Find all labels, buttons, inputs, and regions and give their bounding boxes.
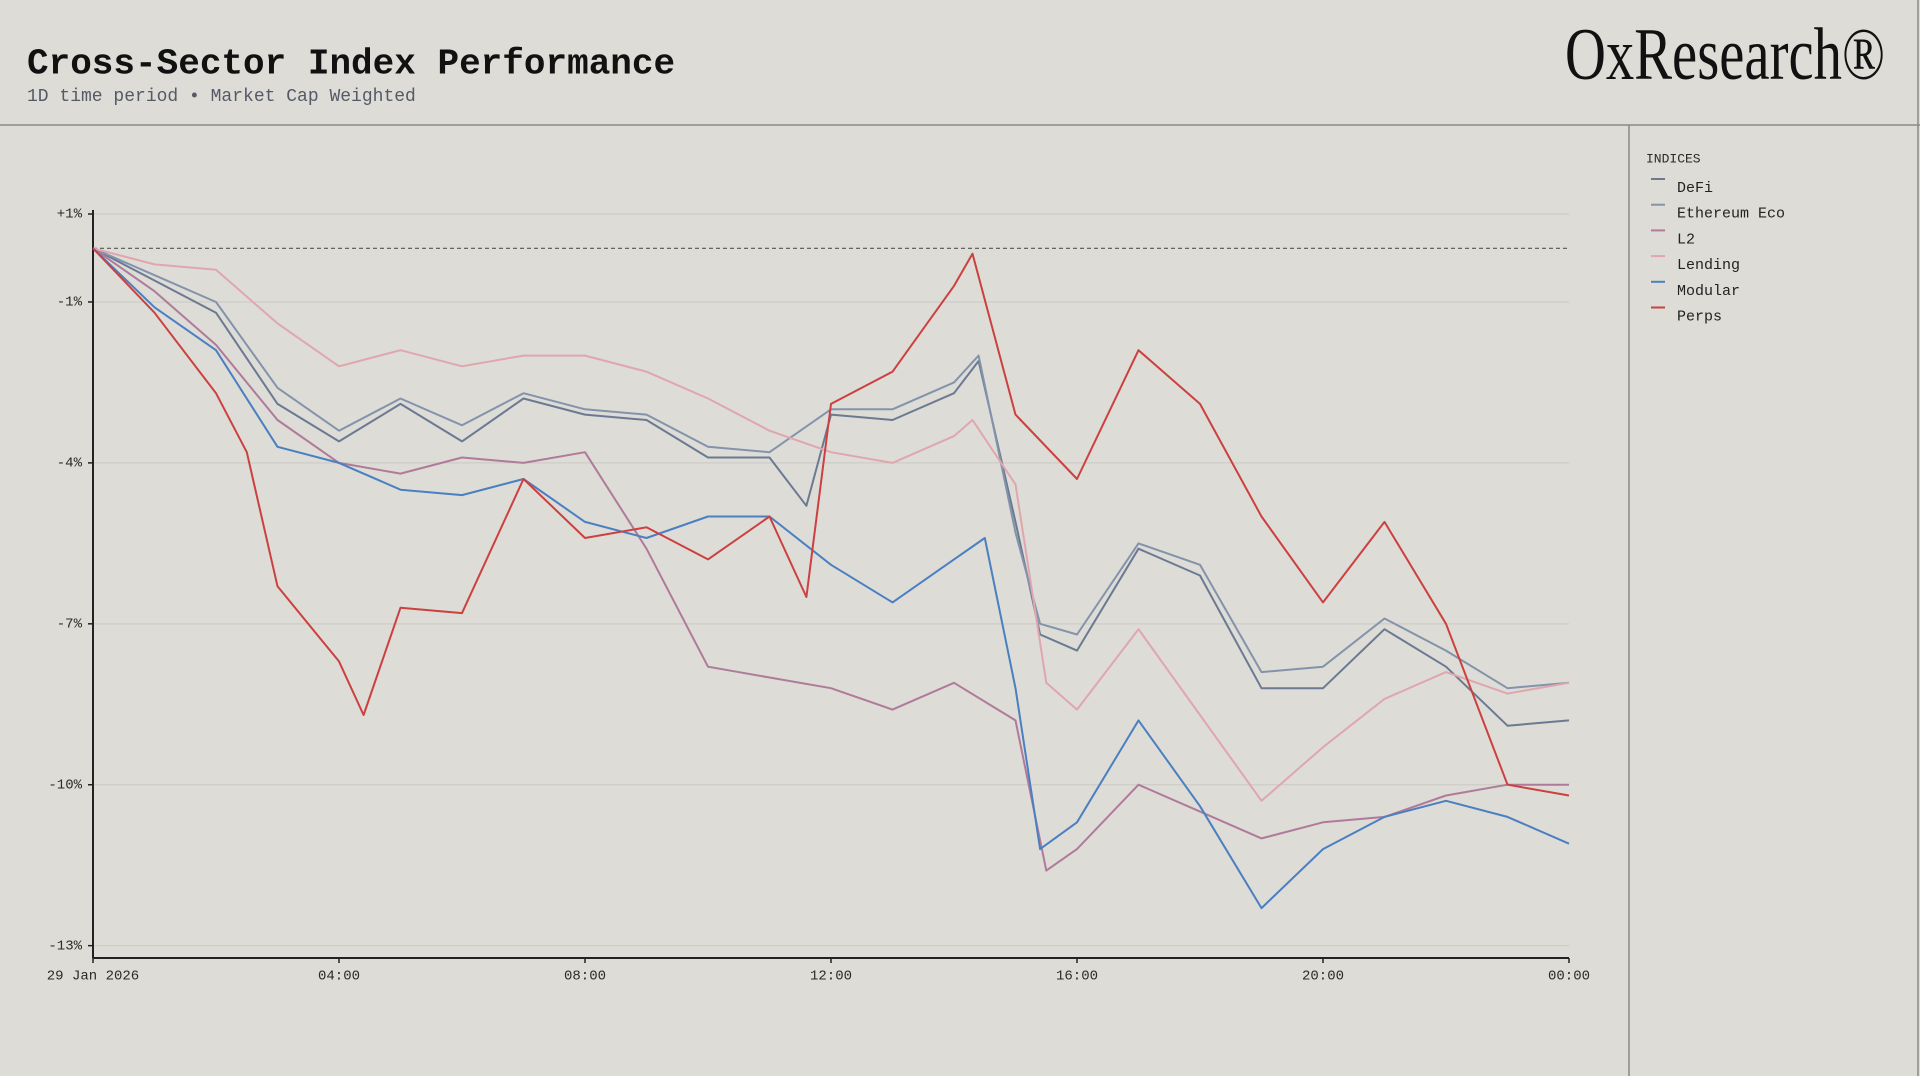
x-tick-label: 20:00 [1302,969,1344,985]
legend-label: Perps [1677,308,1722,325]
y-tick-label: -1% [57,295,83,311]
x-tick-label: 08:00 [564,969,606,985]
y-tick-label: -10% [48,777,82,793]
chart-title: Cross-Sector Index Performance [27,44,675,85]
legend-label: Lending [1677,257,1740,274]
y-tick-label: -13% [48,938,82,954]
series-line [92,247,1570,797]
y-tick-label: +1% [57,207,83,223]
logo: OxResearch® [1565,14,1885,96]
x-tick-label: 29 Jan 2026 [47,969,139,985]
legend-title: INDICES [1646,151,1701,166]
y-tick-label: -4% [57,456,83,472]
legend-label: L2 [1677,231,1695,248]
series-line [92,247,1570,690]
legend-label: Ethereum Eco [1677,206,1785,223]
y-tick-label: -7% [57,617,83,633]
chart-subtitle: 1D time period • Market Cap Weighted [27,87,416,107]
x-tick-label: 04:00 [318,969,360,985]
legend-label: Modular [1677,283,1740,300]
x-tick-label: 16:00 [1056,969,1098,985]
series-line [92,247,1570,910]
x-tick-label: 12:00 [810,969,852,985]
x-tick-label: 00:00 [1548,969,1590,985]
series-line [92,247,1570,802]
series-line [92,247,1570,727]
legend-label: DeFi [1677,180,1713,197]
series-line [92,247,1569,872]
